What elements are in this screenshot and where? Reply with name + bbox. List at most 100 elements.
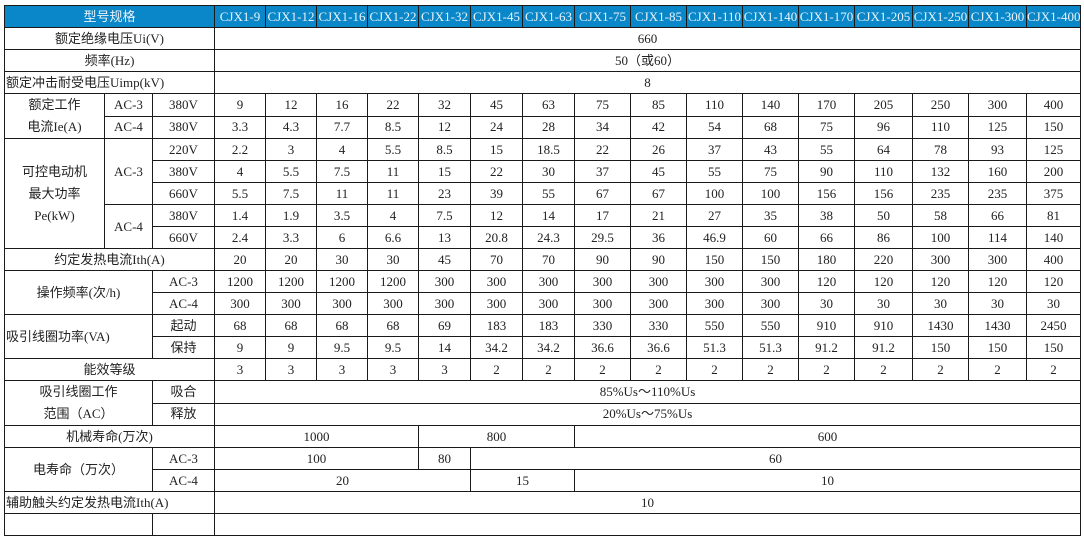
value-cell: 70 [522,248,575,271]
value-cell: 55 [798,138,855,161]
value-cell: 150 [1026,115,1081,139]
value-cell: 5.5 [265,160,317,183]
value-cell: 1200 [265,270,317,293]
value-cell: 125 [968,115,1027,139]
value-cell: 51.3 [742,336,799,359]
value-cell: 3 [316,358,368,381]
value-cell: 550 [686,314,743,337]
value-cell: 75 [798,115,855,139]
value-cell: 50（或60） [214,49,1081,72]
value-cell: 3 [265,138,317,161]
value-cell: 30 [798,292,855,315]
value-cell: 75 [574,93,631,117]
value-cell: 64 [854,138,913,161]
model-header: CJX1-400 [1026,5,1081,28]
model-header: CJX1-110 [686,5,743,28]
value-cell: 68 [742,115,799,139]
value-cell: 3.3 [265,226,317,249]
value-cell: 2 [798,358,855,381]
row-label: 频率(Hz) [4,49,215,72]
value-cell: 160 [968,160,1027,183]
value-cell: 91.2 [798,336,855,359]
value-cell: 63 [522,93,575,117]
value-cell: 183 [470,314,523,337]
value-cell: 90 [574,248,631,271]
row-motor-power: AC-4 380V 1.4 1.9 3.5 4 7.5 12 14 17 21 27 35 38 50 58 6… [5,204,1081,249]
value-cell: 70 [470,248,523,271]
row-efficiency-class: 能效等级 3 3 3 3 3 2 2 2 2 2 2 2 2 2 2 2 [4,358,1081,381]
row-label: 操作频率(次/h) [4,270,153,315]
value-cell: 1430 [968,314,1027,337]
row-coil-range: 吸引线圈工作 范围（AC） 吸合 85%Us～110%Us [4,380,1081,426]
value-cell: 38 [798,204,855,227]
value-cell: 60 [470,447,1081,470]
value-cell: 7.5 [418,204,471,227]
value-cell: 3 [418,358,471,381]
row-partial [4,513,1081,536]
value-cell: 34.2 [470,336,523,359]
value-cell: 21 [630,204,687,227]
row-motor-power: 380V 4 5.5 7.5 11 15 22 30 37 45 55 75 90 110 132 160 20… [5,160,1081,183]
value-cell: 34.2 [522,336,575,359]
spec-table: 型号规格 CJX1-9 CJX1-12 CJX1-16 CJX1-22 CJX1-32 CJ… [4,5,1081,536]
value-cell: 910 [798,314,855,337]
value-cell: 2 [686,358,743,381]
value-cell: 66 [798,226,855,249]
voltage-label: 380V [152,160,215,183]
value-cell: 20 [214,248,266,271]
value-cell: 23 [418,182,471,205]
value-cell: 2 [854,358,913,381]
row-label: 约定发热电流Ith(A) [4,248,215,271]
value-cell: 68 [316,314,368,337]
value-cell: 300 [214,292,266,315]
value-cell: 90 [630,248,687,271]
voltage-label: 660V [152,182,215,205]
row-operating_frequency: 操作频率(次/h) AC-3 1200 1200 1200 1200 300 300 300 30… [4,270,1081,315]
value-cell: 300 [630,292,687,315]
value-cell: 114 [968,226,1027,249]
value-cell: 68 [214,314,266,337]
category-label: AC-3 [152,447,215,470]
value-cell: 100 [742,182,799,205]
voltage-label: 220V [152,138,215,161]
value-cell: 36.6 [574,336,631,359]
value-cell: 300 [470,270,523,293]
row-coil_power: 吸引线圈功率(VA) 起动 68 68 68 68 69 183 183 330 330 550 550… [4,314,1081,359]
value-cell: 300 [418,270,471,293]
model-header: CJX1-9 [214,5,266,28]
value-cell: 300 [968,248,1027,271]
value-cell: 300 [522,270,575,293]
category-label: AC-3 [104,138,153,205]
value-cell: 3 [367,358,419,381]
category-label: AC-4 [152,469,215,492]
value-cell: 5.5 [214,182,266,205]
header-row: 型号规格 CJX1-9 CJX1-12 CJX1-16 CJX1-22 CJX1-32 CJ… [4,5,1081,28]
value-cell: 2 [742,358,799,381]
row-insulation_voltage: 额定绝缘电压Ui(V) 660 [4,27,1081,50]
partial-cell [214,513,1081,536]
value-cell: 30 [522,160,575,183]
value-cell: 12 [470,204,523,227]
value-cell: 300 [470,292,523,315]
value-cell: 300 [574,292,631,315]
value-cell: 30 [1026,292,1081,315]
value-cell: 15 [470,138,523,161]
value-cell: 170 [798,93,855,117]
value-cell: 800 [418,425,575,448]
row-label: 额定冲击耐受电压Uimp(kV) [4,71,215,94]
value-cell: 55 [522,182,575,205]
value-cell: 330 [630,314,687,337]
value-cell: 18.5 [522,138,575,161]
value-cell: 22 [470,160,523,183]
value-cell: 85 [630,93,687,117]
value-cell: 12 [418,115,471,139]
category-label: AC-4 [152,292,215,315]
header-label: 型号规格 [4,5,215,28]
value-cell: 24 [470,115,523,139]
value-cell: 12 [265,93,317,117]
value-cell: 4 [214,160,266,183]
value-cell: 11 [367,182,419,205]
value-cell: 30 [367,248,419,271]
value-cell: 300 [418,292,471,315]
value-cell: 2 [470,358,523,381]
